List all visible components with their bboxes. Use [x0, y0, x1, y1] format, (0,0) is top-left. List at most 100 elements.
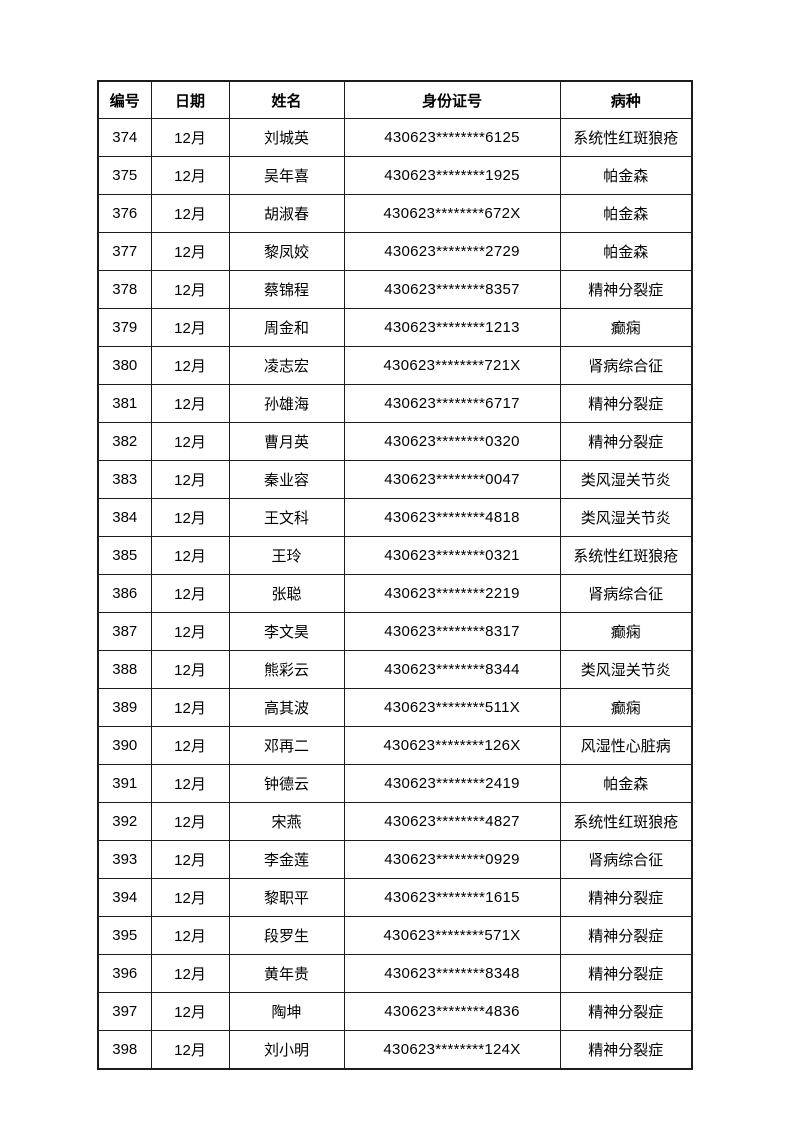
cell-date: 12月 [150, 726, 230, 765]
cell-disease: 风湿性心脏病 [559, 726, 693, 765]
cell-id: 430623********0321 [343, 536, 561, 575]
cell-number: 382 [97, 422, 152, 461]
cell-number: 384 [97, 498, 152, 537]
cell-disease: 精神分裂症 [559, 384, 693, 423]
table-row: 379 12月 周金和 430623********1213 癫痫 [97, 308, 693, 347]
cell-date: 12月 [150, 346, 230, 385]
table-row: 376 12月 胡淑春 430623********672X 帕金森 [97, 194, 693, 233]
cell-id: 430623********126X [343, 726, 561, 765]
cell-date: 12月 [150, 422, 230, 461]
cell-name: 宋燕 [228, 802, 345, 841]
cell-name: 吴年喜 [228, 156, 345, 195]
column-header-name: 姓名 [228, 80, 345, 119]
table-body: 374 12月 刘城英 430623********6125 系统性红斑狼疮 375 12月… [97, 118, 693, 1070]
cell-id: 430623********8357 [343, 270, 561, 309]
cell-name: 胡淑春 [228, 194, 345, 233]
table-row: 390 12月 邓再二 430623********126X 风湿性心脏病 [97, 726, 693, 765]
table-row: 374 12月 刘城英 430623********6125 系统性红斑狼疮 [97, 118, 693, 157]
cell-disease: 肾病综合征 [559, 574, 693, 613]
cell-disease: 类风湿关节炎 [559, 650, 693, 689]
cell-name: 高其波 [228, 688, 345, 727]
cell-date: 12月 [150, 612, 230, 651]
cell-id: 430623********2729 [343, 232, 561, 271]
cell-disease: 系统性红斑狼疮 [559, 118, 693, 157]
cell-date: 12月 [150, 536, 230, 575]
cell-disease: 类风湿关节炎 [559, 460, 693, 499]
cell-id: 430623********1213 [343, 308, 561, 347]
cell-disease: 系统性红斑狼疮 [559, 802, 693, 841]
cell-date: 12月 [150, 1030, 230, 1070]
cell-disease: 帕金森 [559, 232, 693, 271]
table-row: 384 12月 王文科 430623********4818 类风湿关节炎 [97, 498, 693, 537]
table-row: 382 12月 曹月英 430623********0320 精神分裂症 [97, 422, 693, 461]
cell-date: 12月 [150, 802, 230, 841]
cell-id: 430623********511X [343, 688, 561, 727]
cell-name: 黎职平 [228, 878, 345, 917]
cell-number: 391 [97, 764, 152, 803]
table-row: 394 12月 黎职平 430623********1615 精神分裂症 [97, 878, 693, 917]
cell-number: 374 [97, 118, 152, 157]
cell-disease: 帕金森 [559, 194, 693, 233]
table-row: 385 12月 王玲 430623********0321 系统性红斑狼疮 [97, 536, 693, 575]
cell-name: 张聪 [228, 574, 345, 613]
cell-disease: 帕金森 [559, 156, 693, 195]
cell-name: 陶坤 [228, 992, 345, 1031]
table-row: 386 12月 张聪 430623********2219 肾病综合征 [97, 574, 693, 613]
cell-date: 12月 [150, 384, 230, 423]
cell-id: 430623********8317 [343, 612, 561, 651]
cell-date: 12月 [150, 574, 230, 613]
cell-number: 397 [97, 992, 152, 1031]
cell-number: 381 [97, 384, 152, 423]
cell-disease: 精神分裂症 [559, 916, 693, 955]
table-row: 398 12月 刘小明 430623********124X 精神分裂症 [97, 1030, 693, 1070]
cell-name: 王玲 [228, 536, 345, 575]
cell-disease: 癫痫 [559, 308, 693, 347]
cell-id: 430623********0929 [343, 840, 561, 879]
cell-disease: 精神分裂症 [559, 422, 693, 461]
cell-id: 430623********1615 [343, 878, 561, 917]
cell-disease: 癫痫 [559, 612, 693, 651]
cell-disease: 精神分裂症 [559, 270, 693, 309]
cell-number: 387 [97, 612, 152, 651]
cell-name: 黄年贵 [228, 954, 345, 993]
cell-disease: 类风湿关节炎 [559, 498, 693, 537]
table-header-row: 编号 日期 姓名 身份证号 病种 [97, 80, 693, 119]
cell-number: 386 [97, 574, 152, 613]
cell-name: 钟德云 [228, 764, 345, 803]
table-row: 387 12月 李文昊 430623********8317 癫痫 [97, 612, 693, 651]
cell-number: 378 [97, 270, 152, 309]
cell-date: 12月 [150, 764, 230, 803]
cell-number: 376 [97, 194, 152, 233]
cell-disease: 帕金森 [559, 764, 693, 803]
cell-number: 396 [97, 954, 152, 993]
cell-number: 380 [97, 346, 152, 385]
cell-number: 377 [97, 232, 152, 271]
table-row: 380 12月 凌志宏 430623********721X 肾病综合征 [97, 346, 693, 385]
cell-disease: 肾病综合征 [559, 840, 693, 879]
cell-name: 黎凤姣 [228, 232, 345, 271]
cell-date: 12月 [150, 308, 230, 347]
cell-id: 430623********1925 [343, 156, 561, 195]
cell-disease: 肾病综合征 [559, 346, 693, 385]
table-row: 381 12月 孙雄海 430623********6717 精神分裂症 [97, 384, 693, 423]
cell-number: 383 [97, 460, 152, 499]
cell-name: 凌志宏 [228, 346, 345, 385]
cell-id: 430623********0047 [343, 460, 561, 499]
cell-number: 398 [97, 1030, 152, 1070]
table-row: 378 12月 蔡锦程 430623********8357 精神分裂症 [97, 270, 693, 309]
cell-name: 李文昊 [228, 612, 345, 651]
cell-id: 430623********4836 [343, 992, 561, 1031]
cell-number: 388 [97, 650, 152, 689]
cell-id: 430623********4818 [343, 498, 561, 537]
table-row: 396 12月 黄年贵 430623********8348 精神分裂症 [97, 954, 693, 993]
cell-name: 刘小明 [228, 1030, 345, 1070]
cell-date: 12月 [150, 460, 230, 499]
cell-disease: 癫痫 [559, 688, 693, 727]
cell-id: 430623********6125 [343, 118, 561, 157]
cell-number: 379 [97, 308, 152, 347]
cell-id: 430623********672X [343, 194, 561, 233]
cell-disease: 精神分裂症 [559, 954, 693, 993]
table-row: 375 12月 吴年喜 430623********1925 帕金森 [97, 156, 693, 195]
cell-id: 430623********4827 [343, 802, 561, 841]
cell-id: 430623********124X [343, 1030, 561, 1070]
